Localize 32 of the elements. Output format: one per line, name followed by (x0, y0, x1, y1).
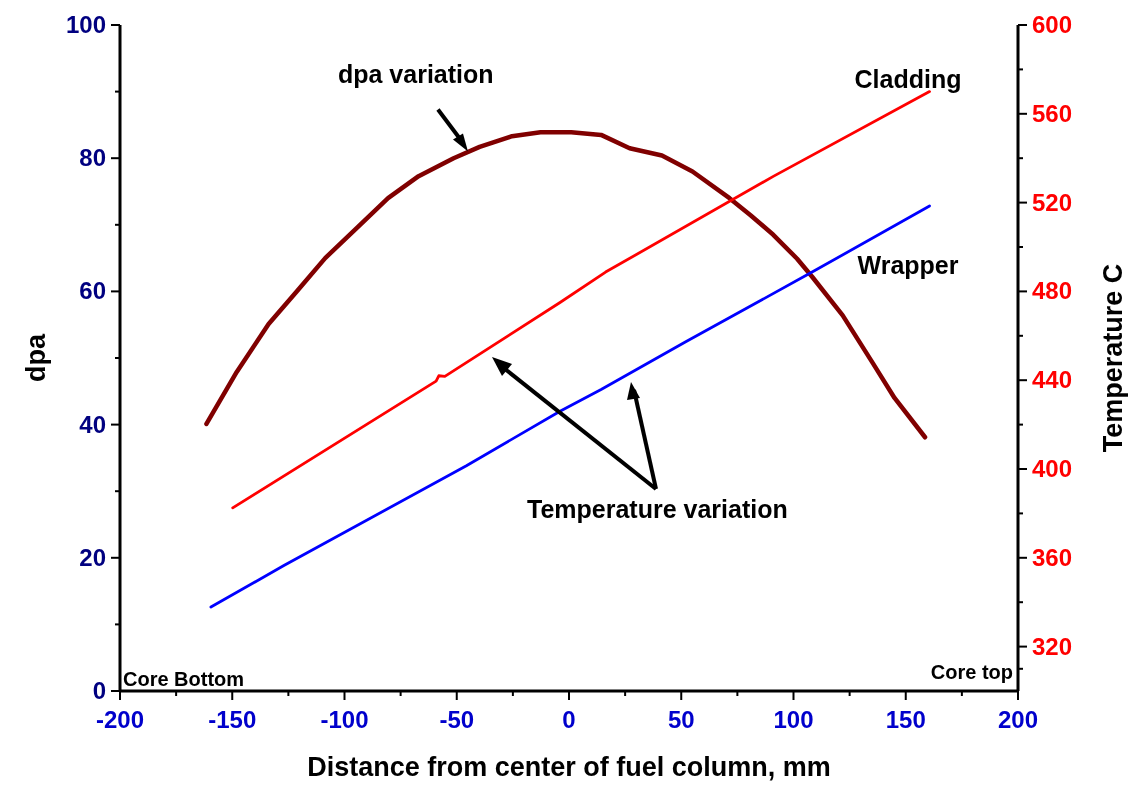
annotation: Core top (930, 661, 1013, 683)
y2-tick-label: 320 (1032, 632, 1073, 660)
y-tick-label: 80 (79, 144, 106, 172)
y2-tick-label: 520 (1032, 188, 1073, 216)
y-tick-label: 60 (79, 277, 106, 305)
y2-tick-label: 600 (1032, 11, 1073, 38)
y2-tick-label: 440 (1032, 366, 1073, 394)
y-tick-label: 100 (65, 11, 106, 38)
y-tick-label: 20 (79, 543, 106, 571)
y2-tick-label: 560 (1032, 99, 1073, 127)
x-tick-label: 50 (667, 706, 695, 733)
x-tick-label: 200 (997, 706, 1039, 733)
y-axis-title: dpa (21, 333, 51, 383)
x-tick-label: 100 (773, 706, 814, 733)
y2-axis-title: Temperature C (1098, 263, 1128, 453)
x-tick-label: -100 (320, 706, 369, 733)
series-label: Cladding (854, 64, 962, 93)
y-tick-label: 40 (79, 410, 106, 438)
series-label: Wrapper (857, 250, 959, 279)
x-tick-label: 0 (562, 706, 576, 733)
y-tick-label: 0 (92, 677, 106, 704)
x-axis-title: Distance from center of fuel column, mm (307, 752, 831, 782)
y2-tick-label: 480 (1032, 277, 1073, 305)
y2-tick-label: 400 (1032, 455, 1073, 482)
annotation: dpa variation (337, 59, 494, 88)
x-tick-label: -200 (95, 706, 145, 733)
x-tick-label: -150 (208, 706, 257, 733)
x-tick-label: 150 (885, 706, 926, 733)
y2-tick-label: 360 (1032, 543, 1073, 571)
x-tick-label: -50 (439, 706, 475, 733)
annotation: Core Bottom (123, 668, 245, 690)
annotation: Temperature variation (527, 495, 788, 523)
